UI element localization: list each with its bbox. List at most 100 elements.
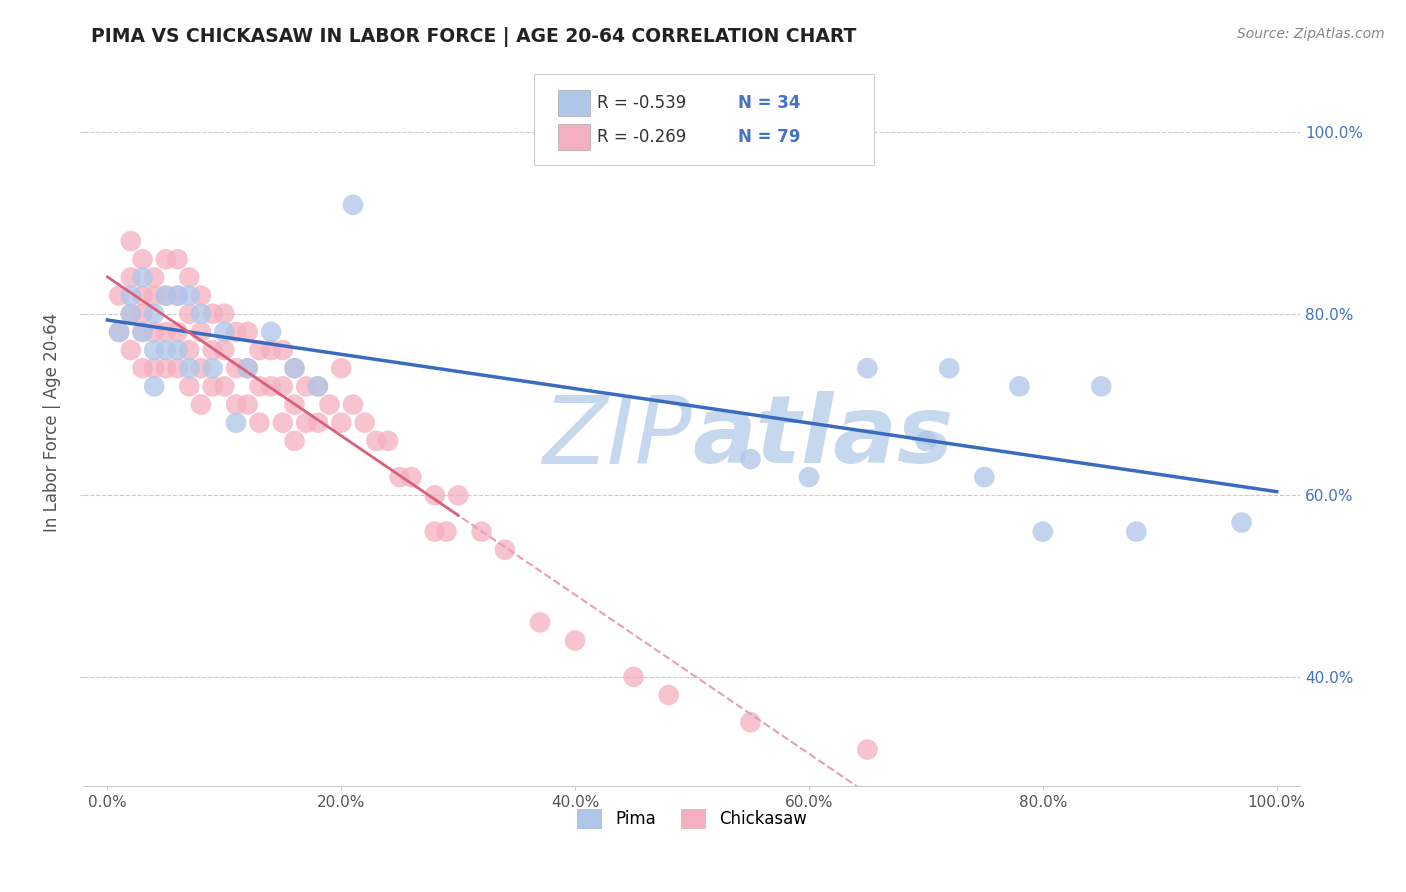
Point [131,307,153,321]
Point [342,398,364,412]
Point [423,488,446,502]
Point [236,361,259,376]
Text: N = 34: N = 34 [738,95,801,112]
Point [658,688,681,702]
Point [236,325,259,339]
Point [564,633,586,648]
Point [353,416,375,430]
Point [155,361,177,376]
Point [179,288,201,302]
Point [271,343,294,357]
Point [120,234,142,248]
Point [155,343,177,357]
Point [623,670,645,684]
Point [143,307,166,321]
Point [155,325,177,339]
Point [143,361,166,376]
Point [143,343,166,357]
Text: R = -0.539: R = -0.539 [598,95,686,112]
Point [401,470,423,484]
Point [295,416,318,430]
Point [307,416,329,430]
Point [131,325,153,339]
Point [249,416,271,430]
Point [225,361,247,376]
Point [190,398,212,412]
Point [108,288,131,302]
Point [131,252,153,267]
Point [856,361,879,376]
Point [225,416,247,430]
Point [330,361,353,376]
Point [856,742,879,756]
Point [166,343,188,357]
Point [179,361,201,376]
Point [143,325,166,339]
Point [271,416,294,430]
Point [214,379,236,393]
Point [143,288,166,302]
Point [283,361,305,376]
Point [260,325,283,339]
Point [236,398,259,412]
Point [190,307,212,321]
Point [120,270,142,285]
Point [1125,524,1147,539]
Point [225,325,247,339]
Point [342,198,364,212]
Point [201,343,224,357]
Point [260,343,283,357]
Point [330,416,353,430]
FancyBboxPatch shape [558,90,591,116]
Point [166,325,188,339]
Point [938,361,960,376]
Point [271,379,294,393]
Point [377,434,399,448]
Point [307,379,329,393]
Text: PIMA VS CHICKASAW IN LABOR FORCE | AGE 20-64 CORRELATION CHART: PIMA VS CHICKASAW IN LABOR FORCE | AGE 2… [91,27,856,46]
Point [388,470,411,484]
Point [260,379,283,393]
Point [1090,379,1112,393]
Point [108,325,131,339]
Point [740,715,762,730]
Point [740,452,762,467]
Point [190,325,212,339]
Point [471,524,494,539]
Point [318,398,340,412]
Point [797,470,820,484]
Point [108,325,131,339]
Point [283,398,305,412]
FancyBboxPatch shape [558,123,591,150]
Point [120,307,142,321]
Point [447,488,470,502]
Point [915,434,938,448]
Point [529,615,551,630]
Y-axis label: In Labor Force | Age 20-64: In Labor Force | Age 20-64 [44,313,60,533]
Point [190,288,212,302]
Point [179,343,201,357]
Point [236,361,259,376]
Point [225,398,247,412]
Point [366,434,388,448]
Point [214,343,236,357]
Text: ZIP: ZIP [543,392,692,483]
Point [166,252,188,267]
Legend: Pima, Chickasaw: Pima, Chickasaw [571,802,814,836]
Point [201,361,224,376]
Point [166,288,188,302]
Point [283,434,305,448]
Point [214,325,236,339]
Point [131,288,153,302]
Point [131,270,153,285]
Point [201,379,224,393]
Point [295,379,318,393]
Point [166,288,188,302]
Text: R = -0.269: R = -0.269 [598,128,686,145]
Point [1230,516,1253,530]
Point [214,307,236,321]
Point [143,379,166,393]
Point [155,252,177,267]
Point [155,288,177,302]
FancyBboxPatch shape [534,74,875,165]
